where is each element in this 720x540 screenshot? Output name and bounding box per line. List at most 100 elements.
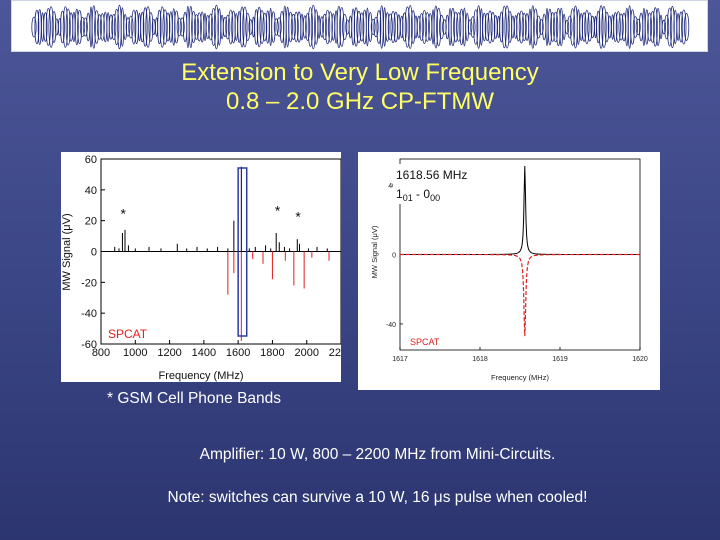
banner-mark <box>414 15 418 39</box>
banner-mark <box>324 9 331 45</box>
title-line-1: Extension to Very Low Frequency <box>181 59 539 86</box>
banner-mark <box>462 7 466 47</box>
y-tick-label: -60 <box>81 339 97 351</box>
switch-note: Note: switches can survive a 10 W, 16 μs… <box>167 489 588 506</box>
gsm-star-marker: * <box>275 202 281 218</box>
banner-mark <box>290 13 296 41</box>
spcat-legend: SPCAT <box>108 327 148 341</box>
banner-mark <box>123 13 127 41</box>
banner-mark <box>203 12 207 42</box>
y-tick-label: 40 <box>85 185 97 197</box>
banner-mark <box>91 5 96 49</box>
banner-mark <box>125 17 131 37</box>
banner-mark <box>293 11 299 43</box>
banner-mark <box>186 5 190 49</box>
zoom-spcat-legend: SPCAT <box>410 337 440 347</box>
banner-mark <box>511 15 515 39</box>
banner-mark <box>128 15 134 39</box>
banner-mark <box>664 14 670 40</box>
banner-mark <box>387 13 393 41</box>
banner-mark <box>259 10 265 44</box>
y-tick-label: 60 <box>85 154 97 166</box>
banner-mark <box>148 12 154 42</box>
banner-mark <box>467 19 473 35</box>
banner-mark <box>276 17 282 37</box>
banner-mark <box>613 12 618 42</box>
banner-mark <box>438 14 445 40</box>
banner-mark <box>484 12 490 42</box>
banner-mark <box>179 17 185 37</box>
x-tick-label: 1600 <box>226 347 250 359</box>
banner-mark <box>114 8 120 46</box>
banner-mark <box>456 12 462 42</box>
zoom-x-axis-title: Frequency (MHz) <box>491 373 549 382</box>
banner-mark <box>211 7 217 47</box>
banner-mark <box>353 7 359 47</box>
banner-mark <box>100 13 105 41</box>
banner-mark <box>644 9 649 45</box>
spectrum-chart-panel: 800 1000 1200 1400 1600 1800 2000 2200 60 40 20 0 -2… <box>61 152 341 382</box>
banner-mark <box>213 4 219 50</box>
slide-title: Extension to Very Low Frequency 0.8 – 2.… <box>0 58 720 116</box>
banner-mark <box>188 5 193 49</box>
highlight-box <box>237 167 248 337</box>
zoom-y-axis-title: MW Signal (μV) <box>370 225 379 278</box>
x-tick-label: 1200 <box>157 347 181 359</box>
banner-mark <box>205 14 210 40</box>
banner-mark <box>376 10 382 44</box>
banner-mark <box>564 19 570 35</box>
banner-mark <box>245 12 251 42</box>
banner-mark <box>584 9 590 45</box>
banner-mark <box>569 8 576 46</box>
banner-mark <box>82 17 88 37</box>
banner-mark <box>305 13 311 41</box>
banner-mark <box>193 14 200 40</box>
banner-mark <box>225 14 231 40</box>
y-tick-label: 0 <box>91 247 97 259</box>
x-tick-label: 1000 <box>123 347 147 359</box>
transition-label: 101 - 000 <box>396 187 440 203</box>
banner-mark <box>683 13 690 41</box>
banner-mark <box>256 6 262 48</box>
zoom-x-tick-label: 1618 <box>472 356 488 363</box>
x-tick-label: 1800 <box>260 347 284 359</box>
banner-mark <box>385 12 390 42</box>
banner-mark <box>120 7 125 47</box>
banner-mark <box>356 10 362 44</box>
banner-mark <box>397 14 401 40</box>
banner-mark <box>436 7 442 47</box>
banner-mark <box>79 16 86 38</box>
banner-mark <box>373 16 379 38</box>
banner-mark <box>239 6 245 48</box>
banner-mark <box>421 9 427 45</box>
banner-mark <box>404 6 410 48</box>
banner-mark <box>234 13 238 41</box>
banner-mark <box>271 11 276 43</box>
banner-mark <box>547 8 553 46</box>
banner-mark <box>642 7 646 47</box>
banner-mark <box>424 12 430 42</box>
banner-mark <box>552 11 559 43</box>
banner-mark <box>530 5 535 49</box>
banner-mark <box>581 12 587 42</box>
banner-mark <box>470 16 476 38</box>
banner-mark <box>590 15 595 39</box>
banner-mark <box>342 13 348 41</box>
banner-mark <box>538 19 544 35</box>
banner-mark <box>368 11 373 43</box>
banner-mark <box>319 16 324 38</box>
banner-mark <box>450 7 456 47</box>
x-tick-label: 800 <box>92 347 110 359</box>
banner-mark <box>453 11 459 43</box>
gsm-star-marker: * <box>121 206 127 222</box>
zoom-y-tick-label: -40 <box>386 322 396 329</box>
banner-mark <box>348 15 353 39</box>
banner-mark <box>473 9 479 45</box>
banner-mark <box>222 16 228 38</box>
zoom-y-tick-label: 40 <box>388 183 396 190</box>
banner-mark <box>138 12 142 42</box>
x-tick-label: 2000 <box>294 347 318 359</box>
gsm-star-marker: * <box>295 209 301 225</box>
banner-mark <box>191 10 197 44</box>
banner-mark <box>165 12 171 42</box>
